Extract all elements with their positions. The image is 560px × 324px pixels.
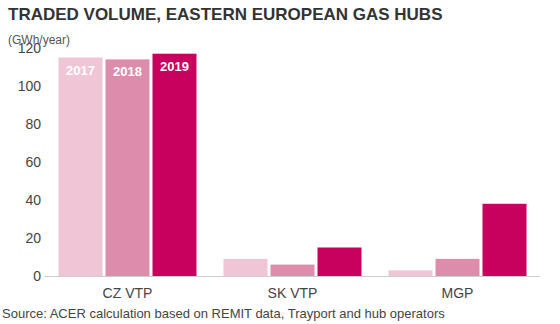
- y-tick-label: 100: [18, 78, 42, 94]
- x-axis-line: [45, 276, 540, 277]
- bars: [59, 54, 527, 276]
- x-tick-label: CZ VTP: [103, 285, 153, 301]
- x-tick-label: MGP: [442, 285, 474, 301]
- title: TRADED VOLUME, EASTERN EUROPEAN GAS HUBS: [8, 5, 442, 24]
- bar: [318, 248, 362, 277]
- bar: [106, 59, 150, 276]
- y-tick-label: 80: [25, 116, 41, 132]
- bar: [483, 204, 527, 276]
- y-tick-label: 40: [25, 192, 41, 208]
- chart-svg: TRADED VOLUME, EASTERN EUROPEAN GAS HUBS…: [0, 0, 560, 324]
- bar: [436, 259, 480, 276]
- bar: [59, 58, 103, 277]
- bar: [389, 270, 433, 276]
- legend-entry: 2017: [66, 63, 95, 78]
- source: Source: ACER calculation based on REMIT …: [2, 306, 445, 321]
- y-tick-label: 60: [25, 154, 41, 170]
- bar: [153, 54, 197, 276]
- legend-entry: 2018: [113, 64, 142, 79]
- bar-labels: 2017 2018 2019: [66, 59, 189, 80]
- x-tick-label: SK VTP: [268, 285, 318, 301]
- legend-entry: 2019: [160, 59, 189, 74]
- bar: [271, 265, 315, 276]
- bar: [224, 259, 268, 276]
- y-tick-label: 0: [33, 268, 41, 284]
- chart-container: TRADED VOLUME, EASTERN EUROPEAN GAS HUBS…: [0, 0, 560, 324]
- y-tick-label: 120: [18, 40, 42, 56]
- y-tick-label: 20: [25, 230, 41, 246]
